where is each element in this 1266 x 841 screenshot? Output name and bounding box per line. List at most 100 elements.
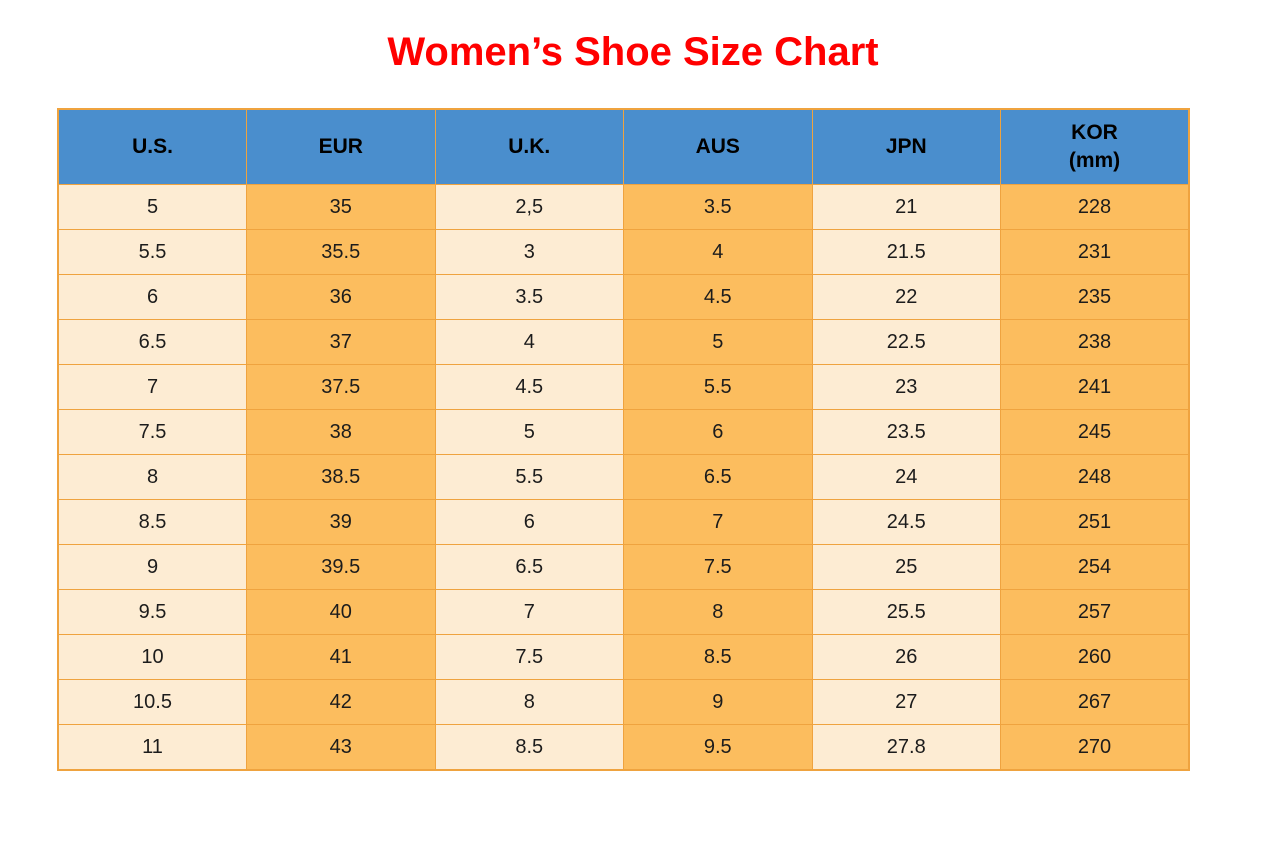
table-row: 7.5 38 5 6 23.5 245 (57, 409, 1190, 455)
table-row: 10 41 7.5 8.5 26 260 (57, 634, 1190, 680)
table-cell: 241 (1000, 364, 1190, 410)
table-cell: 7 (623, 499, 813, 545)
column-header: EUR (246, 108, 436, 185)
table-cell: 9.5 (623, 724, 813, 771)
table-cell: 43 (246, 724, 436, 771)
table-row: 6.5 37 4 5 22.5 238 (57, 319, 1190, 365)
table-cell: 5 (623, 319, 813, 365)
table-row: 6 36 3.5 4.5 22 235 (57, 274, 1190, 320)
table-cell: 36 (246, 274, 436, 320)
table-cell: 251 (1000, 499, 1190, 545)
table-cell: 35.5 (246, 229, 436, 275)
table-cell: 7 (57, 364, 247, 410)
table-cell: 9.5 (57, 589, 247, 635)
table-cell: 40 (246, 589, 436, 635)
table-cell: 8 (434, 679, 624, 725)
table-cell: 228 (1000, 184, 1190, 230)
table-cell: 23 (811, 364, 1001, 410)
table-cell: 4 (623, 229, 813, 275)
table-cell: 3.5 (434, 274, 624, 320)
table-cell: 39 (246, 499, 436, 545)
table-cell: 10.5 (57, 679, 247, 725)
table-cell: 22 (811, 274, 1001, 320)
table-row: 9.5 40 7 8 25.5 257 (57, 589, 1190, 635)
table-cell: 41 (246, 634, 436, 680)
table-cell: 37 (246, 319, 436, 365)
table-cell: 10 (57, 634, 247, 680)
table-cell: 5.5 (434, 454, 624, 500)
table-cell: 3 (434, 229, 624, 275)
table-row: 5.5 35.5 3 4 21.5 231 (57, 229, 1190, 275)
table-header: U.S. EUR U.K. AUS JPN KOR (mm) (57, 108, 1190, 185)
table-cell: 5 (57, 184, 247, 230)
table-cell: 254 (1000, 544, 1190, 590)
table-cell: 24.5 (811, 499, 1001, 545)
table-row: 7 37.5 4.5 5.5 23 241 (57, 364, 1190, 410)
table-cell: 8.5 (57, 499, 247, 545)
table-cell: 6 (623, 409, 813, 455)
table-cell: 7.5 (623, 544, 813, 590)
table-cell: 9 (57, 544, 247, 590)
shoe-size-table: U.S. EUR U.K. AUS JPN KOR (mm) 5 35 2,5 3.5 21 228… (57, 108, 1190, 771)
table-cell: 6 (434, 499, 624, 545)
table-cell: 35 (246, 184, 436, 230)
table-row: 9 39.5 6.5 7.5 25 254 (57, 544, 1190, 590)
table-cell: 6.5 (57, 319, 247, 365)
column-header: AUS (623, 108, 813, 185)
column-header: KOR (mm) (1000, 108, 1190, 185)
table-cell: 260 (1000, 634, 1190, 680)
table-cell: 4.5 (434, 364, 624, 410)
table-row: 8.5 39 6 7 24.5 251 (57, 499, 1190, 545)
page-title: Women’s Shoe Size Chart (387, 30, 879, 74)
table-cell: 270 (1000, 724, 1190, 771)
table-cell: 6.5 (434, 544, 624, 590)
table-body: 5 35 2,5 3.5 21 228 5.5 35.5 3 4 21.5 231 6 36 3.5 4.5 2… (57, 184, 1190, 771)
table-cell: 25.5 (811, 589, 1001, 635)
table-cell: 8 (57, 454, 247, 500)
table-cell: 235 (1000, 274, 1190, 320)
table-cell: 231 (1000, 229, 1190, 275)
column-header: JPN (811, 108, 1001, 185)
table-row: 11 43 8.5 9.5 27.8 270 (57, 724, 1190, 771)
table-cell: 9 (623, 679, 813, 725)
table-cell: 5.5 (57, 229, 247, 275)
table-cell: 6.5 (623, 454, 813, 500)
column-header: U.S. (57, 108, 247, 185)
table-cell: 7 (434, 589, 624, 635)
table-cell: 8.5 (434, 724, 624, 771)
table-cell: 5.5 (623, 364, 813, 410)
table-cell: 27 (811, 679, 1001, 725)
table-cell: 39.5 (246, 544, 436, 590)
table-cell: 2,5 (434, 184, 624, 230)
table-cell: 11 (57, 724, 247, 771)
table-cell: 38.5 (246, 454, 436, 500)
table-cell: 7.5 (57, 409, 247, 455)
column-header: U.K. (434, 108, 624, 185)
table-cell: 25 (811, 544, 1001, 590)
table-cell: 42 (246, 679, 436, 725)
table-cell: 8 (623, 589, 813, 635)
table-cell: 5 (434, 409, 624, 455)
table-cell: 3.5 (623, 184, 813, 230)
table-cell: 4 (434, 319, 624, 365)
table-cell: 22.5 (811, 319, 1001, 365)
table-row: 8 38.5 5.5 6.5 24 248 (57, 454, 1190, 500)
table-cell: 26 (811, 634, 1001, 680)
table-cell: 6 (57, 274, 247, 320)
table-cell: 21 (811, 184, 1001, 230)
table-cell: 24 (811, 454, 1001, 500)
table-cell: 248 (1000, 454, 1190, 500)
table-cell: 27.8 (811, 724, 1001, 771)
table-cell: 257 (1000, 589, 1190, 635)
table-header-row: U.S. EUR U.K. AUS JPN KOR (mm) (57, 108, 1190, 185)
table-cell: 267 (1000, 679, 1190, 725)
table-row: 5 35 2,5 3.5 21 228 (57, 184, 1190, 230)
table-cell: 21.5 (811, 229, 1001, 275)
table-cell: 245 (1000, 409, 1190, 455)
table-cell: 23.5 (811, 409, 1001, 455)
table-row: 10.5 42 8 9 27 267 (57, 679, 1190, 725)
table-cell: 8.5 (623, 634, 813, 680)
table-cell: 238 (1000, 319, 1190, 365)
table-cell: 38 (246, 409, 436, 455)
